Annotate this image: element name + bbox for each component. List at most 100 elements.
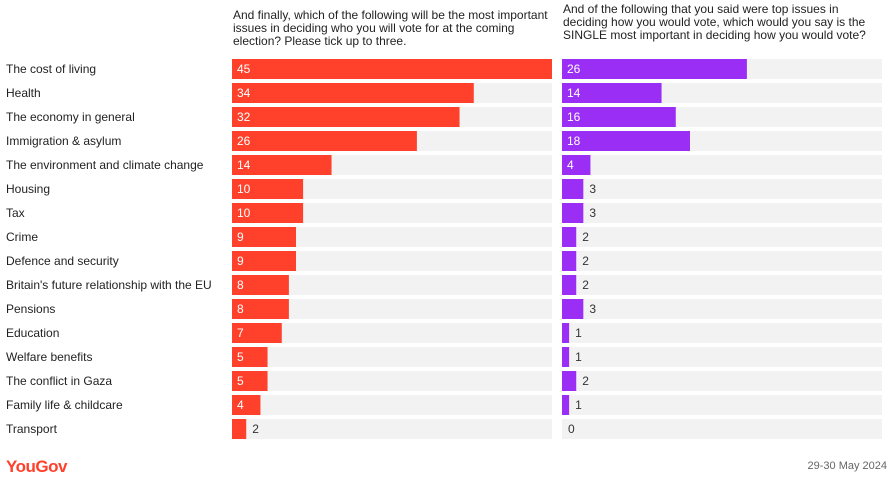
category-label: The cost of living [6, 62, 96, 76]
value-label: 1 [575, 326, 582, 340]
value-label: 5 [237, 374, 244, 388]
bar [232, 83, 474, 103]
bar-track [562, 203, 882, 223]
value-label: 14 [237, 158, 251, 172]
bar [562, 179, 584, 199]
value-label: 26 [567, 62, 581, 76]
bar [232, 155, 332, 175]
value-label: 26 [237, 134, 251, 148]
value-label: 2 [252, 422, 259, 436]
category-label: Britain's future relationship with the E… [6, 278, 212, 292]
value-label: 10 [237, 206, 251, 220]
bar [232, 203, 304, 223]
bar-track [232, 323, 552, 343]
value-label: 4 [567, 158, 574, 172]
bar [232, 371, 268, 391]
bar-track [232, 419, 552, 439]
bar-track [232, 251, 552, 271]
value-label: 45 [237, 62, 251, 76]
value-label: 2 [582, 254, 589, 268]
value-label: 3 [589, 206, 596, 220]
bar [562, 395, 570, 415]
value-label: 10 [237, 182, 251, 196]
bar [562, 347, 570, 367]
bar [232, 179, 304, 199]
category-label: Welfare benefits [6, 350, 93, 364]
value-label: 1 [575, 350, 582, 364]
question-2-header: And of the following that you said were … [563, 2, 866, 42]
category-label: Crime [6, 230, 38, 244]
bar-track [562, 155, 882, 175]
bar-track [232, 227, 552, 247]
value-label: 3 [589, 302, 596, 316]
value-label: 4 [237, 398, 244, 412]
category-label: Tax [6, 206, 25, 220]
bar-track [562, 419, 882, 439]
question-1-header: And finally, which of the following will… [233, 8, 548, 48]
bar [562, 155, 591, 175]
bar-track [562, 179, 882, 199]
value-label: 9 [237, 254, 244, 268]
bar [562, 299, 584, 319]
bar-track [562, 227, 882, 247]
bar [232, 347, 268, 367]
value-label: 5 [237, 350, 244, 364]
bar [562, 251, 577, 271]
value-label: 2 [582, 374, 589, 388]
bar [562, 83, 662, 103]
bar-track [562, 371, 882, 391]
value-label: 3 [589, 182, 596, 196]
value-label: 8 [237, 302, 244, 316]
bar [232, 227, 296, 247]
bar-track [232, 179, 552, 199]
value-label: 9 [237, 230, 244, 244]
yougov-logo: YouGov [6, 457, 67, 476]
bar-track [232, 203, 552, 223]
category-label: Immigration & asylum [6, 134, 121, 148]
category-label: Family life & childcare [6, 398, 123, 412]
bar-track [232, 347, 552, 367]
value-label: 7 [237, 326, 244, 340]
value-label: 14 [567, 86, 581, 100]
bar [232, 59, 552, 79]
bar [232, 419, 247, 439]
bar [562, 203, 584, 223]
bar [232, 395, 261, 415]
bar [232, 131, 417, 151]
category-label: Transport [6, 422, 58, 436]
value-label: 18 [567, 134, 581, 148]
bar [232, 299, 289, 319]
bar-track [232, 395, 552, 415]
value-label: 34 [237, 86, 251, 100]
bar [562, 323, 570, 343]
bar-track [562, 251, 882, 271]
bar-track [562, 275, 882, 295]
bar [232, 323, 282, 343]
bar [232, 251, 296, 271]
bar [562, 107, 676, 127]
category-label: Pensions [6, 302, 55, 316]
category-label: The conflict in Gaza [6, 374, 112, 388]
bar [562, 371, 577, 391]
bar-track [562, 347, 882, 367]
category-label: Health [6, 86, 41, 100]
bar-track [232, 299, 552, 319]
survey-date: 29-30 May 2024 [807, 460, 888, 472]
bar [232, 107, 460, 127]
bar-track [232, 275, 552, 295]
bar [562, 227, 577, 247]
bar-track [562, 395, 882, 415]
category-label: Defence and security [6, 254, 119, 268]
bar [562, 131, 690, 151]
bar-track [232, 371, 552, 391]
value-label: 8 [237, 278, 244, 292]
bar [562, 275, 577, 295]
value-label: 2 [582, 278, 589, 292]
bar-track [562, 299, 882, 319]
value-label: 0 [568, 422, 575, 436]
value-label: 16 [567, 110, 581, 124]
value-label: 32 [237, 110, 251, 124]
bar [562, 59, 747, 79]
value-label: 1 [575, 398, 582, 412]
